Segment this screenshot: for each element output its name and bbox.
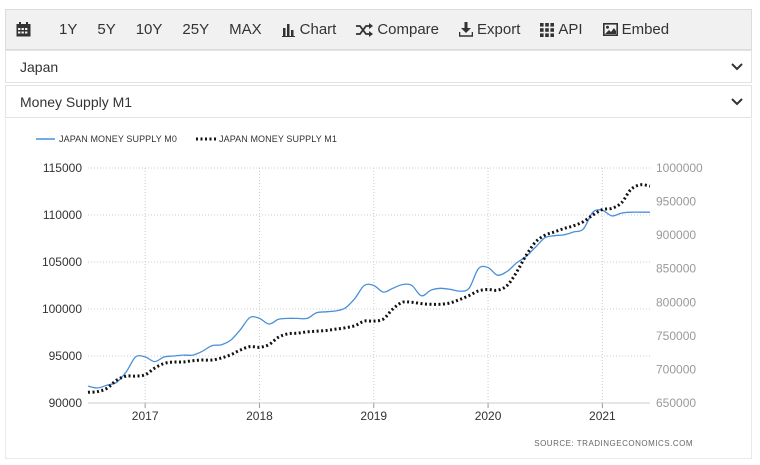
api-button[interactable]: API [530,10,592,49]
export-button[interactable]: Export [449,10,530,49]
x-axis-tick-label: 2021 [589,409,616,423]
x-axis-tick-label: 2020 [475,409,502,423]
chart-button-label: Chart [299,21,337,38]
download-icon [459,22,474,37]
series-line-m0 [87,209,650,389]
right-axis-tick-label: 1000000 [656,161,703,175]
right-axis-tick-label: 750000 [656,329,696,343]
toolbar: 1Y 5Y 10Y 25Y MAX Chart Compare Export [5,9,752,50]
chevron-down-icon [731,62,743,70]
range-5y-button[interactable]: 5Y [97,21,116,38]
x-axis-ticks: 2017 2018 2019 2020 2021 [88,402,650,423]
right-axis-tick-label: 800000 [656,295,696,309]
left-axis-tick-label: 100000 [42,302,82,316]
right-axis-tick-label: 950000 [656,195,696,209]
chart-grid [88,167,650,404]
chart-container: 90000 95000 100000 105000 110000 115000 65000… [5,119,752,459]
indicator-dropdown[interactable]: Money Supply M1 [5,85,752,118]
x-axis-tick-label: 2019 [360,409,387,423]
legend-label-m1: JAPAN MONEY SUPPLY M1 [219,134,337,144]
calendar-button[interactable] [6,10,49,49]
range-10y-button[interactable]: 10Y [135,21,163,38]
chart-button[interactable]: Chart [272,10,347,49]
api-button-label: API [558,21,583,38]
country-dropdown-value: Japan [20,58,59,75]
range-max-button[interactable]: MAX [229,21,262,38]
compare-button-label: Compare [377,21,440,38]
left-axis-tick-label: 90000 [49,396,83,410]
shuffle-icon [356,22,374,37]
x-axis-tick-label: 2017 [132,409,159,423]
right-axis-tick-label: 900000 [656,228,696,242]
image-icon [602,23,618,36]
legend: JAPAN MONEY SUPPLY M0 JAPAN MONEY SUPPLY … [36,134,337,144]
country-dropdown[interactable]: Japan [5,50,752,83]
right-axis-ticks: 650000 700000 750000 800000 850000 900000 9500… [656,161,703,410]
series-line-m1 [87,183,651,394]
bar-chart-icon [281,23,295,37]
left-axis-ticks: 90000 95000 100000 105000 110000 115000 [42,161,82,410]
range-25y-button[interactable]: 25Y [182,21,210,38]
export-button-label: Export [477,21,521,38]
left-axis-tick-label: 105000 [42,255,82,269]
right-axis-tick-label: 850000 [656,262,696,276]
right-axis-tick-label: 650000 [656,396,696,410]
range-1y-button[interactable]: 1Y [59,21,78,38]
line-chart: 90000 95000 100000 105000 110000 115000 65000… [36,134,703,448]
compare-button[interactable]: Compare [346,10,449,49]
grid-icon [540,22,555,37]
source-label: SOURCE: TRADINGECONOMICS.COM [534,439,693,448]
calendar-icon [16,22,31,37]
chevron-down-icon [731,97,743,105]
series-lines [87,183,651,394]
indicator-dropdown-value: Money Supply M1 [20,93,133,110]
left-axis-tick-label: 115000 [43,161,82,175]
left-axis-tick-label: 110000 [43,208,82,222]
legend-label-m0: JAPAN MONEY SUPPLY M0 [59,134,177,144]
x-axis-tick-label: 2018 [246,409,273,423]
embed-button-label: Embed [621,21,670,38]
left-axis-tick-label: 95000 [49,349,83,363]
right-axis-tick-label: 700000 [656,362,696,376]
embed-button[interactable]: Embed [593,10,680,49]
